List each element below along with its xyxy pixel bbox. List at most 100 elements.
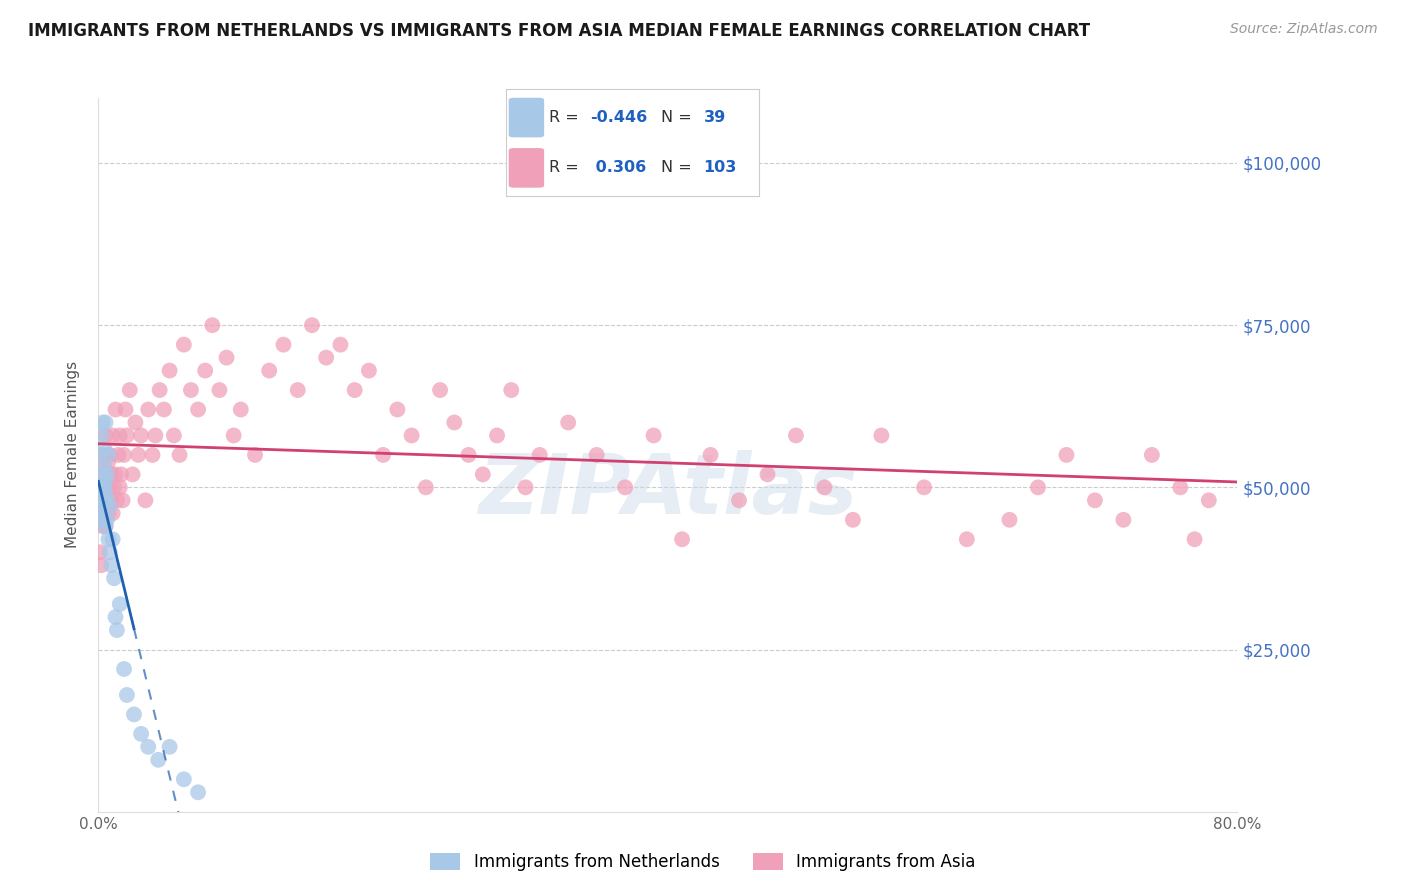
Point xyxy=(100,467,122,482)
Point xyxy=(104,402,127,417)
Point xyxy=(89,506,111,520)
Point xyxy=(141,448,163,462)
Point xyxy=(136,402,159,417)
Point xyxy=(443,416,465,430)
Point xyxy=(97,454,120,468)
Point xyxy=(91,448,114,462)
Point xyxy=(104,467,127,482)
Point xyxy=(501,383,523,397)
Point xyxy=(471,467,494,482)
Text: -0.446: -0.446 xyxy=(589,110,647,125)
Point xyxy=(103,480,125,494)
Point xyxy=(180,383,202,397)
Point xyxy=(108,428,131,442)
Point xyxy=(93,493,115,508)
Point xyxy=(643,428,665,442)
Point xyxy=(173,337,195,351)
Text: R =: R = xyxy=(550,160,583,175)
Point xyxy=(259,363,281,377)
Point xyxy=(97,506,120,520)
Text: 0.306: 0.306 xyxy=(589,160,645,175)
Point xyxy=(94,519,117,533)
Point xyxy=(118,383,141,397)
Point xyxy=(415,480,437,494)
Point xyxy=(115,688,138,702)
Point xyxy=(134,493,156,508)
Point xyxy=(100,493,122,508)
Point xyxy=(103,571,125,585)
Point xyxy=(96,493,118,508)
Point xyxy=(159,739,181,754)
Point xyxy=(89,448,111,462)
Point xyxy=(112,662,135,676)
Point xyxy=(1140,448,1163,462)
Point xyxy=(93,506,115,520)
Point xyxy=(121,467,143,482)
Point xyxy=(229,402,252,417)
Point xyxy=(870,428,893,442)
Point xyxy=(96,467,118,482)
Point xyxy=(201,318,224,333)
Point xyxy=(101,506,124,520)
Point xyxy=(91,467,114,482)
Point xyxy=(129,428,152,442)
Point xyxy=(97,533,120,547)
Point xyxy=(208,383,231,397)
Point xyxy=(215,351,238,365)
Point xyxy=(129,727,152,741)
Point xyxy=(153,402,176,417)
Point xyxy=(785,428,807,442)
Point xyxy=(104,610,127,624)
Point xyxy=(159,363,181,377)
Point xyxy=(91,513,114,527)
Point xyxy=(91,519,114,533)
Point xyxy=(90,467,112,482)
Point xyxy=(343,383,366,397)
Point xyxy=(728,493,751,508)
Point xyxy=(90,493,112,508)
Point xyxy=(107,448,129,462)
Point xyxy=(515,480,537,494)
Text: 103: 103 xyxy=(703,160,737,175)
Point xyxy=(96,467,118,482)
Point xyxy=(173,772,195,787)
Point xyxy=(357,363,380,377)
Point xyxy=(194,363,217,377)
Point xyxy=(329,337,352,351)
Legend: Immigrants from Netherlands, Immigrants from Asia: Immigrants from Netherlands, Immigrants … xyxy=(422,845,984,880)
Point xyxy=(373,448,395,462)
Point xyxy=(93,442,115,456)
Point xyxy=(287,383,309,397)
Point xyxy=(105,493,128,508)
Point xyxy=(169,448,191,462)
Point xyxy=(145,428,167,442)
Point xyxy=(956,533,979,547)
Point xyxy=(187,785,209,799)
Point xyxy=(94,480,117,494)
Point xyxy=(222,428,245,442)
Point xyxy=(112,448,135,462)
Point xyxy=(101,428,124,442)
Point xyxy=(842,513,865,527)
Point xyxy=(98,500,121,514)
Point xyxy=(998,513,1021,527)
Point xyxy=(585,448,607,462)
Point xyxy=(301,318,323,333)
Point xyxy=(94,519,117,533)
Point xyxy=(671,533,693,547)
Point xyxy=(163,428,186,442)
FancyBboxPatch shape xyxy=(509,148,544,187)
Point xyxy=(114,402,136,417)
Point xyxy=(91,500,114,514)
Point xyxy=(94,487,117,501)
Point xyxy=(557,416,579,430)
Point xyxy=(98,480,121,494)
Point xyxy=(1112,513,1135,527)
Point xyxy=(1170,480,1192,494)
Point xyxy=(93,461,115,475)
Point xyxy=(93,461,115,475)
Point xyxy=(108,480,131,494)
Point xyxy=(96,493,118,508)
Point xyxy=(91,416,114,430)
Point xyxy=(529,448,551,462)
